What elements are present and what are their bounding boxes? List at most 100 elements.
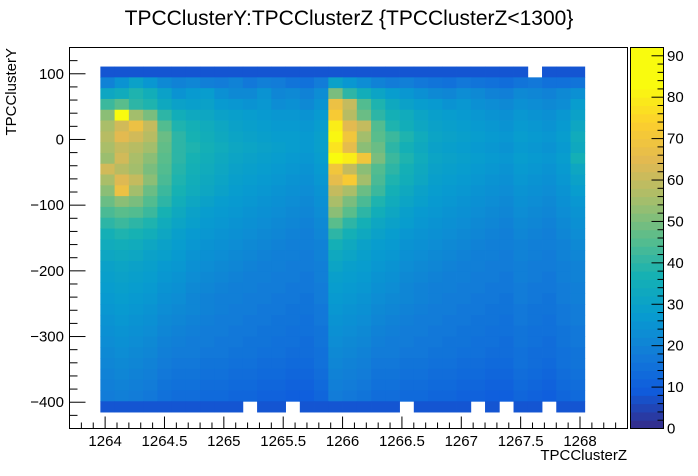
heatmap-cell — [356, 98, 372, 111]
heatmap-cell — [185, 142, 201, 154]
heatmap-cell — [413, 379, 429, 391]
heatmap-cell — [271, 109, 286, 121]
heatmap-cell — [442, 379, 457, 391]
heatmap-cell — [570, 77, 586, 89]
heatmap-cell — [570, 206, 586, 219]
heatmap-cell — [342, 347, 358, 359]
heatmap-cell — [185, 368, 201, 381]
heatmap-cell — [527, 152, 543, 165]
heatmap-cell — [242, 325, 258, 337]
heatmap-cell — [143, 131, 158, 143]
heatmap-cell — [356, 368, 372, 381]
heatmap-cell — [157, 325, 173, 337]
heatmap-cell — [114, 325, 130, 337]
heatmap-cell — [413, 88, 429, 100]
heatmap-cell — [385, 401, 400, 413]
heatmap-cell — [242, 77, 258, 89]
heatmap-cell — [499, 314, 514, 327]
heatmap-cell — [556, 293, 571, 305]
heatmap-cell — [456, 77, 472, 89]
heatmap-cell — [157, 250, 173, 262]
heatmap-cell — [143, 185, 158, 197]
heatmap-cell — [299, 131, 315, 143]
heatmap-cell — [413, 368, 429, 381]
chart-title: TPCClusterY:TPCClusterZ {TPCClusterZ<130… — [125, 7, 574, 30]
heatmap-cell — [328, 217, 343, 229]
heatmap-cell — [399, 358, 415, 370]
heatmap-cell — [299, 325, 315, 337]
heatmap-cell — [228, 401, 244, 413]
heatmap-cell — [257, 250, 272, 262]
heatmap-cell — [143, 217, 158, 229]
heatmap-cell — [143, 325, 158, 337]
heatmap-cell — [328, 163, 343, 175]
heatmap-cell — [328, 390, 343, 402]
heatmap-cell — [499, 174, 514, 186]
heatmap-cell — [299, 206, 315, 219]
heatmap-cell — [570, 142, 586, 154]
heatmap-cell — [456, 88, 472, 100]
heatmap-cell — [413, 260, 429, 273]
heatmap-cell — [314, 88, 329, 100]
heatmap-cell — [314, 368, 329, 381]
heatmap-cell — [442, 88, 457, 100]
heatmap-cell — [242, 282, 258, 294]
heatmap-cell — [285, 336, 301, 348]
heatmap-cell — [556, 131, 571, 143]
heatmap-cell — [542, 163, 557, 175]
heatmap-cell — [442, 358, 457, 370]
heatmap-cell — [371, 250, 386, 262]
heatmap-cell — [371, 368, 386, 381]
heatmap-cell — [570, 174, 586, 186]
heatmap-cell — [114, 174, 130, 186]
heatmap-cell — [556, 239, 571, 251]
heatmap-cell — [527, 185, 543, 197]
heatmap-cell — [485, 250, 500, 262]
heatmap-cell — [371, 131, 386, 143]
heatmap-cell — [556, 304, 571, 316]
heatmap-cell — [299, 347, 315, 359]
heatmap-cell — [413, 142, 429, 154]
heatmap-cell — [399, 77, 415, 89]
colorbar-tick-label: 70 — [667, 131, 684, 148]
heatmap-cell — [285, 325, 301, 337]
heatmap-cell — [242, 131, 258, 143]
heatmap-cell — [527, 239, 543, 251]
heatmap-cell — [171, 304, 187, 316]
heatmap-cell — [214, 314, 229, 327]
heatmap-cell — [299, 282, 315, 294]
heatmap-cell — [556, 217, 571, 229]
heatmap-cell — [100, 390, 116, 402]
heatmap-cell — [100, 358, 116, 370]
heatmap-cell — [456, 325, 472, 337]
heatmap-cell — [242, 206, 258, 219]
heatmap-cell — [499, 98, 514, 111]
heatmap-cell — [171, 271, 187, 283]
heatmap-cell — [200, 282, 215, 294]
heatmap-cell — [100, 109, 116, 121]
heatmap-cell — [200, 196, 215, 208]
heatmap-cell — [185, 379, 201, 391]
heatmap-cell — [328, 228, 343, 240]
heatmap-cell — [271, 228, 286, 240]
heatmap-cell — [328, 206, 343, 219]
heatmap-cell — [299, 260, 315, 273]
heatmap-cell — [271, 336, 286, 348]
heatmap-cell — [527, 77, 543, 89]
heatmap-cell — [100, 152, 116, 165]
heatmap-cell — [542, 239, 557, 251]
heatmap-cell — [542, 66, 557, 78]
heatmap-cell — [371, 314, 386, 327]
heatmap-cell — [428, 379, 443, 391]
heatmap-cell — [128, 304, 144, 316]
heatmap-cell — [257, 120, 272, 132]
heatmap-cell — [285, 196, 301, 208]
heatmap-cell — [271, 185, 286, 197]
heatmap-cell — [100, 314, 116, 327]
heatmap-cell — [527, 131, 543, 143]
colorbar-segment — [630, 395, 664, 405]
heatmap-cell — [200, 163, 215, 175]
heatmap-cell — [271, 379, 286, 391]
heatmap-cell — [228, 228, 244, 240]
heatmap-cell — [356, 120, 372, 132]
